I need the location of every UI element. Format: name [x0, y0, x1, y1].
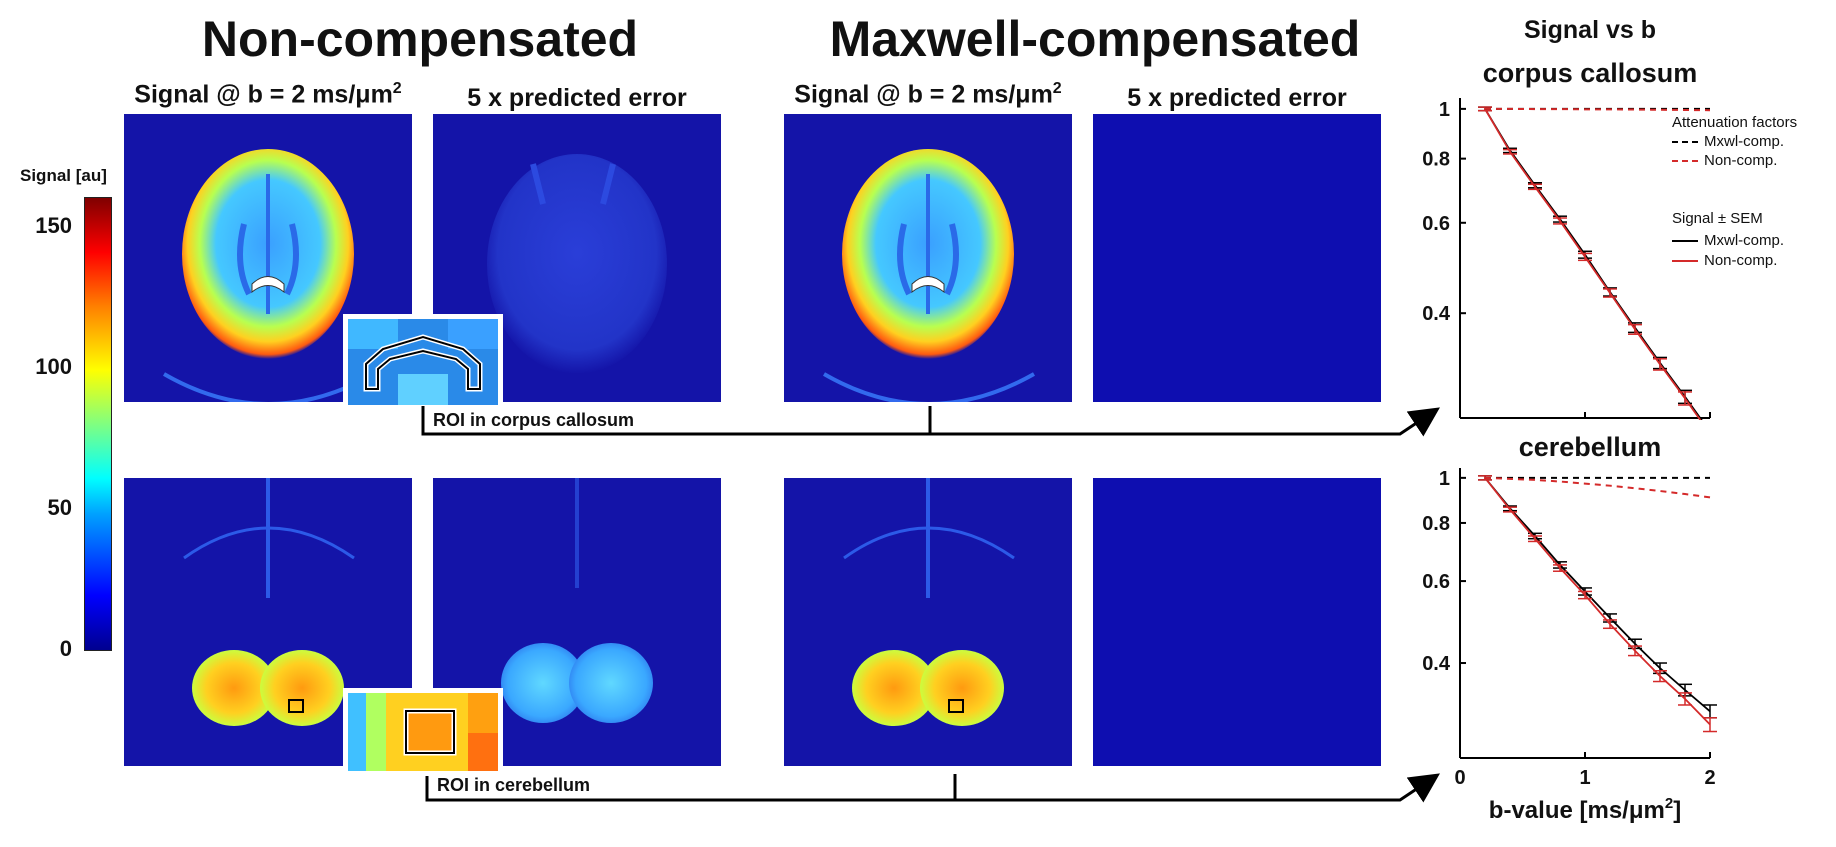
image-signal-maxwell-cerebellum [784, 478, 1072, 766]
image-error-maxwell-corpus [1093, 114, 1381, 402]
roi-label-corpus: ROI in corpus callosum [433, 410, 635, 430]
y-tick-label: 0.8 [1422, 149, 1450, 171]
y-tick-label: 0.6 [1422, 571, 1450, 593]
col-label-error-noncomp: 5 x predicted error [467, 84, 687, 112]
legend-attenuation-mxwl: Mxwl-comp. [1672, 133, 1784, 150]
attenuation-line [1485, 107, 1711, 112]
image-signal-maxwell-corpus [784, 114, 1072, 402]
chart-corpus-callosum: 1 0.8 0.6 0.4 [1422, 98, 1711, 420]
col-label-signal-noncomp: Signal @ b = 2 ms/μm2 [134, 80, 402, 109]
x-axis-label: b-value [ms/μm2] [1489, 795, 1681, 824]
image-error-maxwell-cerebellum [1093, 478, 1381, 766]
signal-line [1484, 477, 1711, 712]
colorbar [84, 197, 112, 651]
y-tick-label: 1 [1439, 99, 1450, 121]
heading-maxwell-compensated: Maxwell-compensated [829, 11, 1361, 67]
colorbar-tick-100: 100 [35, 354, 72, 379]
col-label-error-maxwell: 5 x predicted error [1127, 84, 1347, 112]
roi-inset-cerebellum [343, 688, 503, 776]
colorbar-tick-50: 50 [47, 495, 72, 520]
x-tick-label: 2 [1704, 767, 1715, 789]
plot-title-cerebellum: cerebellum [1518, 432, 1662, 462]
colorbar-tick-150: 150 [35, 213, 72, 238]
roi-label-cerebellum: ROI in cerebellum [437, 775, 591, 795]
y-tick-label: 0.6 [1422, 213, 1450, 235]
plot-title-corpus: corpus callosum [1482, 58, 1698, 88]
legend-signal-noncomp: Non-comp. [1672, 252, 1777, 269]
y-tick-label: 0.8 [1422, 513, 1450, 535]
col-label-signal-maxwell: Signal @ b = 2 ms/μm2 [794, 80, 1062, 109]
signal-line [1484, 477, 1711, 726]
heading-non-compensated: Non-compensated [201, 11, 639, 67]
plot-header-title: Signal vs b [1524, 16, 1656, 44]
legend-attenuation-noncomp: Non-comp. [1672, 152, 1777, 169]
colorbar-title: Signal [au] [20, 166, 107, 185]
x-tick-label: 1 [1579, 767, 1590, 789]
image-signal-noncomp-corpus [124, 114, 412, 402]
y-tick-label: 1 [1439, 468, 1450, 490]
legend-signal-title: Signal ± SEM [1672, 210, 1763, 227]
legend-signal-mxwl: Mxwl-comp. [1672, 232, 1784, 249]
colorbar-tick-0: 0 [59, 636, 72, 661]
roi-inset-corpus [343, 314, 503, 410]
signal-line [1484, 108, 1702, 420]
legend-attenuation-title: Attenuation factors [1672, 114, 1798, 131]
y-tick-label: 0.4 [1422, 653, 1451, 675]
chart-cerebellum: 1 0.8 0.6 0.4 0 1 2 b-value [ms/μm2] [1422, 468, 1717, 824]
x-tick-label: 0 [1454, 767, 1465, 789]
attenuation-line [1484, 476, 1711, 499]
y-tick-label: 0.4 [1422, 303, 1451, 325]
